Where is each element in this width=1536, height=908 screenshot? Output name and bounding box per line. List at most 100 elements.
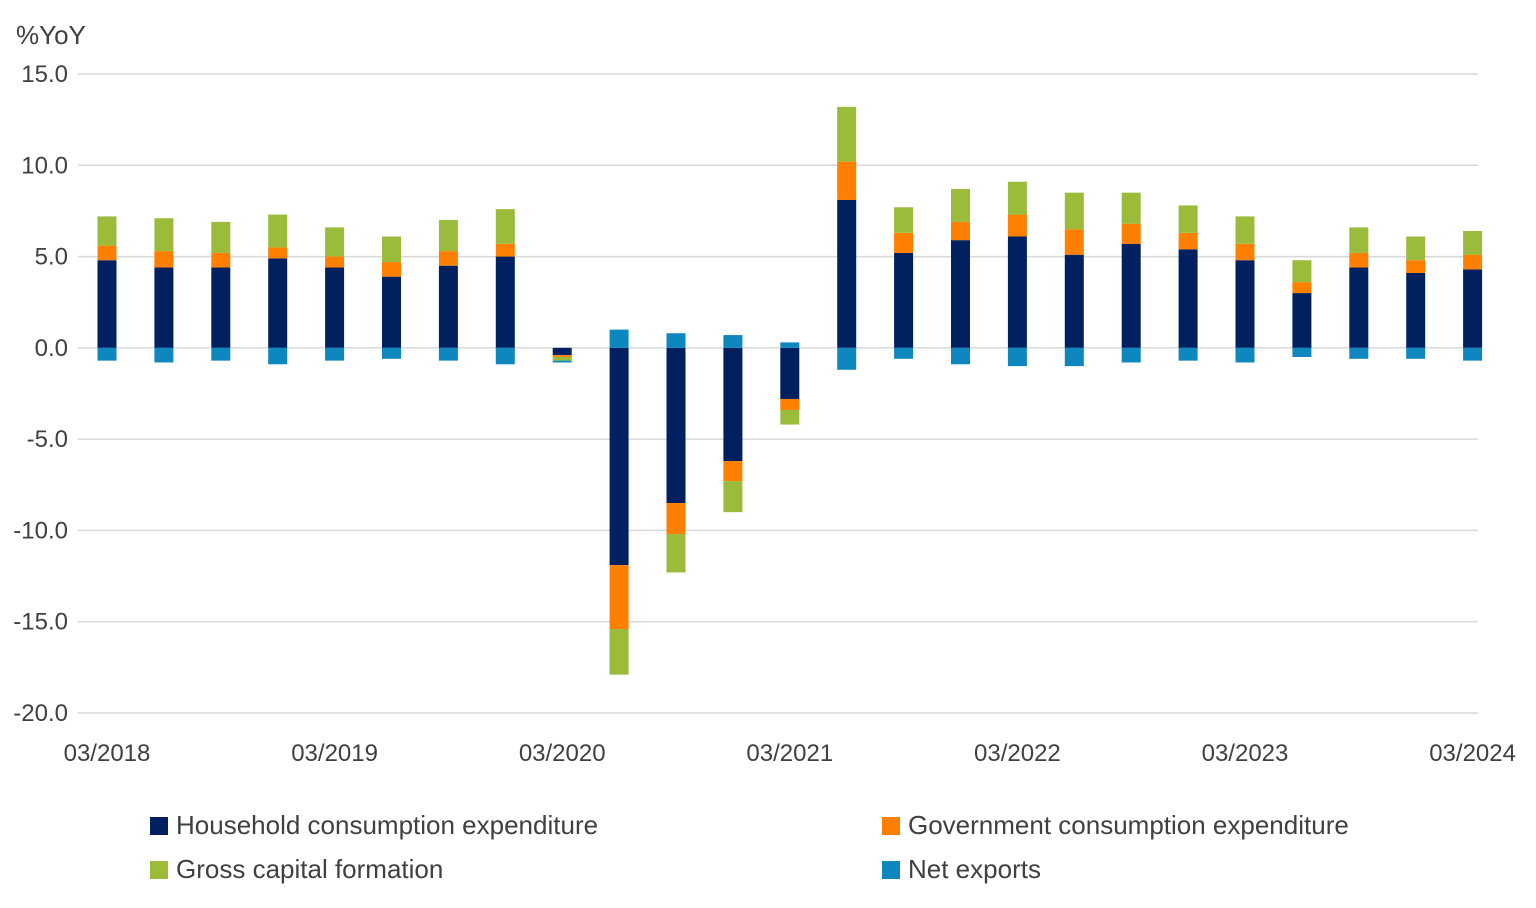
bar-segment-capital — [780, 409, 800, 425]
bar-segment-government — [951, 221, 970, 241]
bar-segment-household — [1463, 269, 1483, 348]
bar-segment-government — [1178, 232, 1198, 250]
bar-segment-capital — [552, 356, 572, 361]
bar-segment-household — [154, 267, 174, 348]
x-tick-label: 03/2021 — [746, 740, 833, 767]
bar-segment-capital — [325, 227, 345, 257]
bar-segment-household — [438, 265, 458, 348]
bar-segment-net-exports — [1292, 347, 1312, 357]
x-axis: 03/2018 03/2019 03/2020 03/2021 03/2022 03/20… — [64, 740, 1516, 767]
bar-segment-household — [780, 347, 800, 399]
y-tick-label: 5.0 — [35, 244, 68, 271]
bar-segment-net-exports — [552, 360, 572, 363]
bar-segment-household — [325, 267, 345, 348]
bar-segment-net-exports — [780, 342, 800, 348]
bar-segment-net-exports — [325, 347, 345, 361]
bar-segment-household — [495, 256, 515, 348]
bar-segment-government — [723, 461, 743, 482]
bar-segment-capital — [438, 220, 458, 252]
bar-segment-household — [268, 258, 288, 348]
bar-segment-government — [552, 355, 572, 357]
bar-segment-net-exports — [837, 347, 857, 370]
bar-segment-net-exports — [154, 347, 174, 363]
y-tick-label: 0.0 — [35, 335, 68, 362]
bar-segment-government — [97, 245, 117, 261]
bar-segment-capital — [211, 221, 231, 253]
x-tick-label: 03/2023 — [1202, 740, 1289, 767]
bar-segment-household — [837, 199, 857, 348]
gridlines — [78, 73, 1478, 714]
x-tick-label: 03/2018 — [64, 740, 151, 767]
bar-segment-net-exports — [97, 347, 117, 361]
bar-segment-capital — [1235, 216, 1255, 244]
bar-segment-capital — [609, 629, 629, 675]
bar-segment-household — [1178, 249, 1198, 348]
bar-segment-government — [609, 565, 629, 630]
bar-segment-capital — [97, 216, 117, 246]
bar-segment-net-exports — [609, 329, 629, 348]
bar-segment-capital — [495, 209, 515, 244]
bar-segment-capital — [894, 207, 914, 233]
bar-segment-government — [1349, 252, 1369, 268]
y-axis: 15.0 10.0 5.0 0.0 -5.0 -10.0 -15.0 -20.0 — [13, 61, 68, 727]
bar-segment-capital — [382, 236, 401, 263]
bar-segment-net-exports — [666, 333, 686, 348]
bar-segment-capital — [951, 189, 970, 222]
bar-segment-household — [951, 240, 970, 348]
bar-segment-capital — [154, 218, 174, 252]
bar-segment-capital — [723, 481, 743, 513]
bar-segment-household — [894, 252, 914, 348]
bar-segment-household — [723, 347, 743, 462]
bar-segment-net-exports — [382, 347, 401, 359]
bar-segment-household — [97, 260, 117, 348]
bar-segment-capital — [1121, 192, 1141, 224]
bar-segment-household — [1235, 260, 1255, 348]
bar-segment-household — [1349, 267, 1369, 348]
bar-segment-government — [1292, 282, 1312, 294]
bar-segment-household — [211, 267, 231, 348]
x-tick-label: 03/2020 — [519, 740, 606, 767]
bar-segment-net-exports — [951, 347, 970, 365]
bar-segment-net-exports — [723, 335, 743, 348]
bar-segment-government — [268, 247, 288, 259]
bar-segment-household — [1406, 273, 1426, 348]
y-tick-label: -10.0 — [13, 517, 68, 544]
bar-segment-household — [382, 276, 401, 348]
bar-segment-household — [552, 347, 572, 356]
bar-segment-capital — [666, 534, 686, 573]
bar-segment-government — [325, 256, 345, 268]
y-tick-label: 10.0 — [21, 152, 68, 179]
bar-segment-net-exports — [894, 347, 914, 359]
bar-segment-government — [666, 503, 686, 535]
bar-segment-government — [1406, 260, 1426, 274]
bar-segment-government — [894, 232, 914, 253]
bar-segment-government — [154, 251, 174, 268]
bar-segment-household — [1064, 254, 1084, 348]
bar-segment-net-exports — [495, 347, 515, 365]
bar-segment-net-exports — [1463, 347, 1483, 361]
bar-segment-capital — [1406, 236, 1426, 261]
bar-segment-capital — [1292, 260, 1312, 283]
bar-segment-capital — [1007, 181, 1027, 215]
bar-segment-net-exports — [1178, 347, 1198, 361]
bar-segment-government — [780, 398, 800, 410]
bar-segment-net-exports — [1007, 347, 1027, 367]
bar-segment-government — [438, 251, 458, 266]
bar-segment-household — [1121, 243, 1141, 348]
y-tick-label: -5.0 — [27, 426, 68, 453]
bar-segment-net-exports — [211, 347, 231, 361]
bar-segment-government — [1463, 254, 1483, 270]
bar-segment-government — [1064, 229, 1084, 255]
bar-segment-net-exports — [1235, 347, 1255, 363]
bar-segment-government — [1121, 223, 1141, 244]
bar-segment-government — [495, 243, 515, 257]
bar-segment-capital — [1349, 227, 1369, 253]
y-tick-label: 15.0 — [21, 61, 68, 88]
bar-segment-government — [211, 252, 231, 268]
x-tick-label: 03/2022 — [974, 740, 1061, 767]
bar-segment-capital — [837, 106, 857, 162]
bar-segment-household — [666, 347, 686, 504]
bar-segment-government — [1235, 243, 1255, 261]
bar-segment-household — [1007, 236, 1027, 348]
x-tick-label: 03/2024 — [1429, 740, 1516, 767]
